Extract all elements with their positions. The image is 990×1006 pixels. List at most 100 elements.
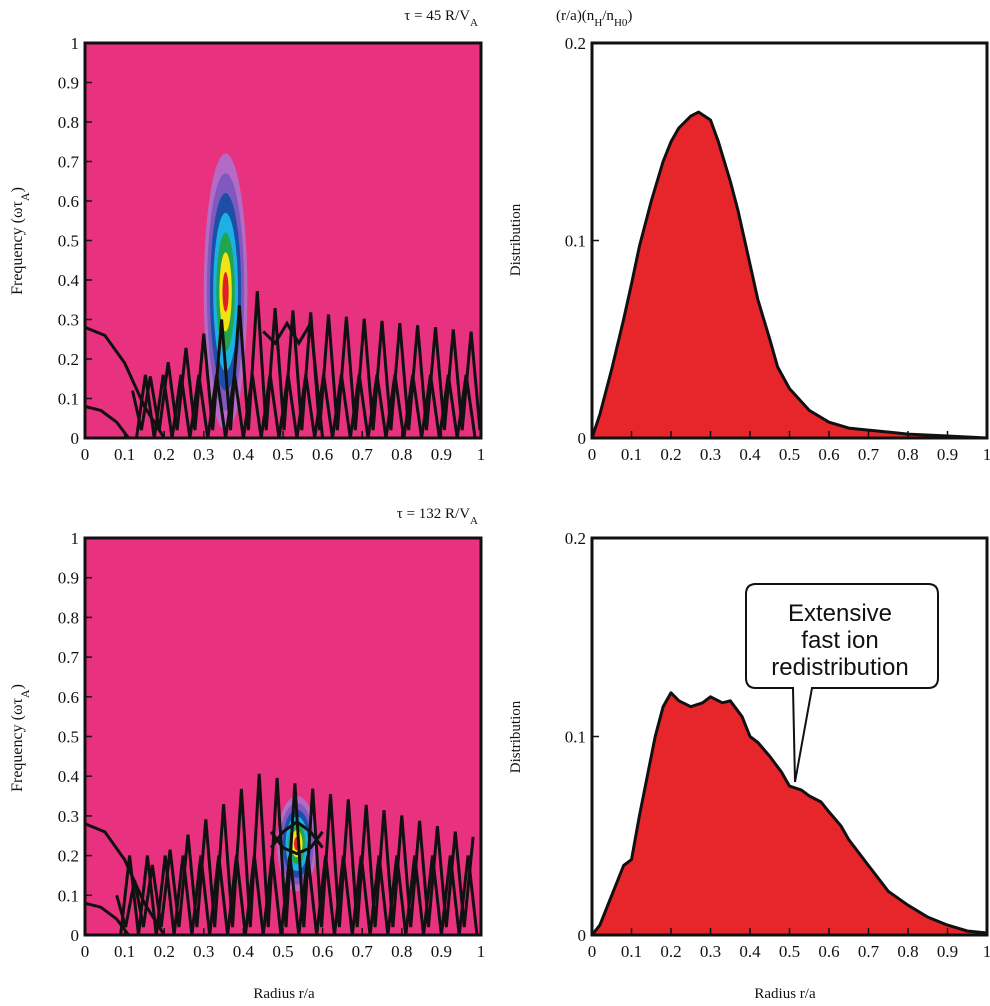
bottom-left-ytick-label: 0.1 [58, 886, 79, 905]
top-left-xtick-label: 0.6 [312, 445, 333, 464]
top-left-ytick-label: 1 [71, 34, 80, 53]
top-right-xtick-label: 0.6 [818, 445, 839, 464]
bottom-left-ytick-label: 0 [71, 926, 80, 945]
top-left-panel-title: τ = 45 R/VA [404, 8, 478, 29]
bottom-right-xtick-label: 0.8 [897, 942, 918, 961]
top-right-ytick-label: 0.1 [565, 232, 586, 251]
top-left-continuum-zigzag-lower [135, 374, 477, 438]
top-right-distribution-area [592, 112, 987, 438]
top-left-continuum-zigzag-upper [131, 291, 481, 431]
bottom-right-xtick-label: 0.5 [779, 942, 800, 961]
top-left-ytick-label: 0.5 [58, 232, 79, 251]
bottom-right-xtick-label: 0.7 [858, 942, 880, 961]
bottom-right-ytick-label: 0.2 [565, 529, 586, 548]
top-right-xtick-label: 0.4 [739, 445, 761, 464]
top-left-xtick-label: 0.2 [154, 445, 175, 464]
top-right-ytick-label: 0 [578, 429, 587, 448]
top-right-xtick-label: 1 [983, 445, 990, 464]
bottom-left-xtick-label: 0.2 [154, 942, 175, 961]
top-left-ylabel: Frequency (ωτA) [9, 187, 32, 295]
top-left-ytick-label: 0.1 [58, 390, 79, 409]
bottom-left-ytick-label: 0.6 [58, 688, 79, 707]
callout-line-2: fast ion [801, 627, 878, 654]
callout-line-1: Extensive [788, 600, 892, 627]
top-left-contour-level-7 [222, 272, 229, 312]
panel-top-right-distribution: 0 0.1 0.2 0.3 0.4 0.5 0.6 0.7 0.8 0.9 1 0 0.1 0.2 [565, 34, 990, 464]
top-left-xtick-label: 0.1 [114, 445, 135, 464]
bottom-right-xtick-label: 0.1 [621, 942, 642, 961]
top-left-xtick-label: 0.3 [193, 445, 214, 464]
bottom-left-ytick-label: 0.7 [58, 648, 80, 667]
top-right-panel-title: (r/a)(nH/nH0) [556, 8, 632, 29]
top-right-ylabel: Distribution [508, 203, 524, 276]
bottom-left-ylabel: Frequency (ωτA) [9, 684, 32, 792]
top-right-distribution-line [592, 110, 987, 438]
bottom-left-ytick-label: 0.3 [58, 807, 79, 826]
bottom-right-xtick-label: 0.9 [937, 942, 958, 961]
top-left-xtick-label: 1 [477, 445, 486, 464]
bottom-right-ylabel: Distribution [508, 700, 524, 773]
top-right-xtick-label: 0.5 [779, 445, 800, 464]
bottom-right-xtick-label: 0.6 [818, 942, 839, 961]
bottom-left-xtick-label: 0.4 [233, 942, 255, 961]
bottom-right-xtick-label: 0.2 [660, 942, 681, 961]
bottom-left-xtick-label: 0.9 [431, 942, 452, 961]
top-left-xtick-label: 0.9 [431, 445, 452, 464]
bottom-left-ytick-label: 0.5 [58, 728, 79, 747]
bottom-right-xtick-label: 1 [983, 942, 990, 961]
top-left-xtick-label: 0 [81, 445, 90, 464]
top-left-xtick-label: 0.4 [233, 445, 255, 464]
top-right-ytick-label: 0.2 [565, 34, 586, 53]
panel-bottom-left-spectrogram: 0 0.1 0.2 0.3 0.4 0.5 0.6 0.7 0.8 0.9 1 0 0.1 0.2 0.3 0… [58, 529, 486, 961]
top-left-continuum-curve-2 [85, 404, 130, 438]
bottom-left-xtick-label: 0.6 [312, 942, 333, 961]
bottom-left-plot-area [85, 538, 481, 935]
bottom-right-ytick-label: 0 [578, 926, 587, 945]
bottom-left-xtick-label: 0.1 [114, 942, 135, 961]
top-right-xtick-label: 0.1 [621, 445, 642, 464]
top-right-xtick-label: 0 [588, 445, 597, 464]
bottom-left-ytick-label: 0.2 [58, 847, 79, 866]
bottom-left-continuum-zigzag-upper [115, 773, 475, 928]
top-left-ytick-label: 0.7 [58, 153, 80, 172]
top-right-xtick-label: 0.2 [660, 445, 681, 464]
top-left-ytick-label: 0 [71, 429, 80, 448]
top-right-xtick-label: 0.9 [937, 445, 958, 464]
bottom-right-distribution-area [592, 692, 987, 935]
bottom-left-ytick-label: 1 [71, 529, 80, 548]
bottom-left-continuum-curve-1 [85, 822, 166, 935]
bottom-left-ytick-label: 0.4 [58, 767, 80, 786]
bottom-left-xtick-label: 0.7 [352, 942, 374, 961]
callout-line-3: redistribution [771, 654, 908, 681]
bottom-left-continuum-zigzag-lower [119, 855, 479, 935]
top-right-xtick-label: 0.7 [858, 445, 880, 464]
bottom-right-xtick-label: 0.4 [739, 942, 761, 961]
callout-annotation: Extensive fast ion redistribution [745, 583, 939, 783]
top-left-plot-area [85, 43, 481, 438]
bottom-left-panel-title: τ = 132 R/VA [397, 506, 478, 527]
top-left-ytick-label: 0.2 [58, 350, 79, 369]
bottom-right-xtick-label: 0.3 [700, 942, 721, 961]
top-left-ytick-label: 0.8 [58, 113, 79, 132]
top-right-plot-area [592, 43, 987, 438]
bottom-right-xtick-label: 0 [588, 942, 597, 961]
top-right-xtick-label: 0.8 [897, 445, 918, 464]
bottom-left-ytick-label: 0.8 [58, 608, 79, 627]
top-right-xtick-label: 0.3 [700, 445, 721, 464]
bottom-right-distribution-line [592, 691, 987, 935]
bottom-left-xtick-label: 1 [477, 942, 486, 961]
top-left-xtick-label: 0.7 [352, 445, 374, 464]
top-left-xtick-label: 0.8 [391, 445, 412, 464]
callout-bubble [745, 583, 939, 783]
top-left-ytick-label: 0.4 [58, 271, 80, 290]
bottom-left-xtick-label: 0.5 [272, 942, 293, 961]
bottom-left-xlabel: Radius r/a [253, 986, 315, 1002]
top-left-xtick-label: 0.5 [272, 445, 293, 464]
top-left-ytick-label: 0.6 [58, 192, 79, 211]
top-left-ytick-label: 0.9 [58, 74, 79, 93]
bottom-left-ytick-label: 0.9 [58, 569, 79, 588]
bottom-left-xtick-label: 0.8 [391, 942, 412, 961]
top-left-ytick-label: 0.3 [58, 311, 79, 330]
bottom-right-xlabel: Radius r/a [754, 986, 816, 1002]
